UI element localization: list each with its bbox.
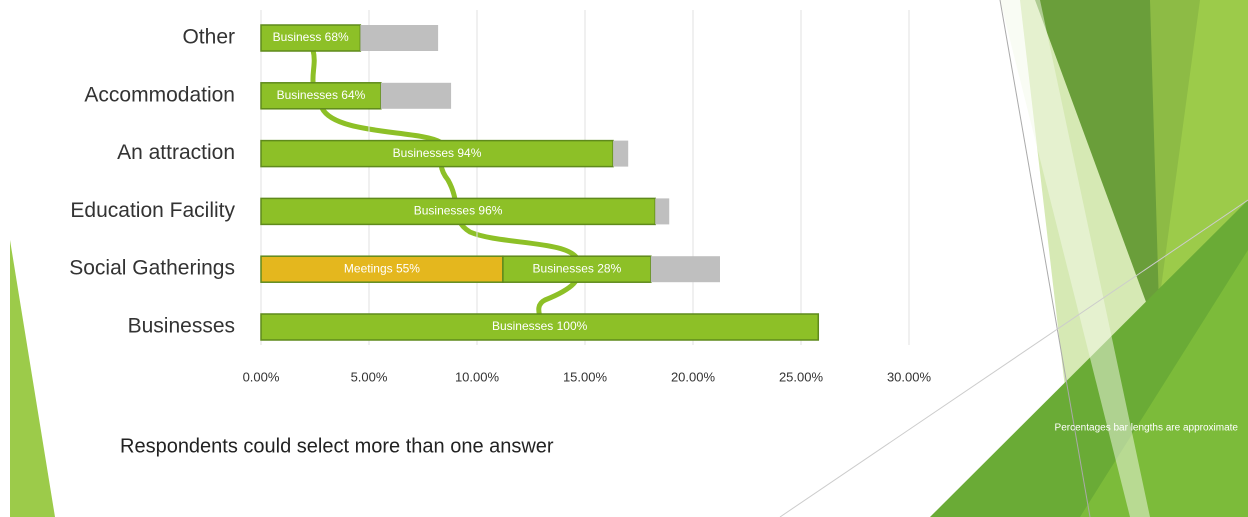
segment-label: Businesses 94%	[393, 146, 482, 160]
bar-segment	[650, 256, 720, 283]
bar-segment	[260, 197, 656, 226]
bar-segment	[260, 82, 382, 110]
side-note: Percentages bar lengths are approximate	[1055, 423, 1239, 434]
bar-segment	[260, 24, 362, 52]
bar-segment	[260, 139, 614, 168]
segment-label: Businesses 28%	[533, 261, 622, 275]
x-tick-label: 15.00%	[563, 369, 608, 384]
bar-segment	[260, 255, 504, 283]
x-tick-label: 0.00%	[243, 369, 280, 384]
segment-label: Businesses 64%	[277, 88, 366, 102]
segment-label: Business 68%	[273, 30, 349, 44]
segment-label: Businesses 96%	[414, 204, 503, 218]
x-tick-label: 10.00%	[455, 369, 500, 384]
y-tick-label: An attraction	[117, 141, 235, 164]
x-tick-label: 25.00%	[779, 369, 824, 384]
y-tick-label: Businesses	[128, 315, 235, 338]
segment-label: Meetings 55%	[344, 261, 420, 275]
bar-segment	[613, 140, 629, 167]
segment-label: Businesses 100%	[492, 319, 588, 333]
footnote: Respondents could select more than one a…	[120, 435, 554, 457]
decoration	[10, 0, 1248, 517]
bar-segment	[360, 25, 439, 51]
y-tick-label: Accommodation	[84, 83, 235, 106]
y-tick-label: Other	[182, 26, 235, 49]
bar-segment	[260, 313, 820, 341]
x-tick-label: 30.00%	[887, 369, 932, 384]
bar-segment	[655, 198, 670, 225]
y-tick-label: Social Gatherings	[69, 257, 235, 280]
bar-segment	[380, 82, 452, 109]
x-tick-label: 20.00%	[671, 369, 716, 384]
y-tick-label: Education Facility	[70, 199, 235, 222]
x-tick-label: 5.00%	[351, 369, 388, 384]
